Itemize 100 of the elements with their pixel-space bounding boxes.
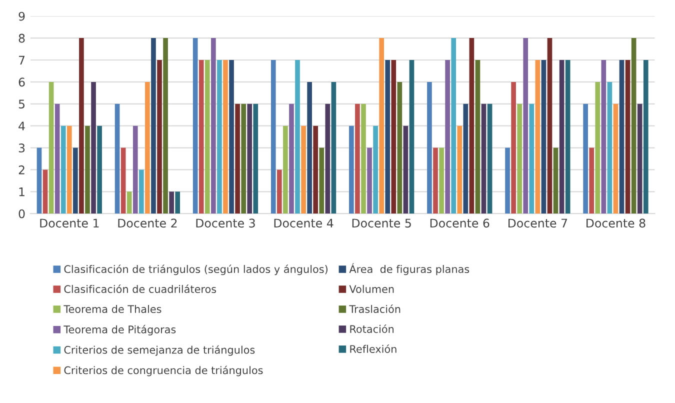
bar: [583, 104, 588, 214]
bar: [619, 60, 624, 214]
legend-label: Traslación: [349, 304, 400, 314]
bar: [451, 38, 456, 214]
y-tick-label: 1: [19, 188, 24, 196]
legend-label: Rotación: [350, 324, 394, 333]
bar: [198, 60, 204, 214]
legend-label: Teorema de Thales: [64, 304, 162, 314]
bar: [277, 170, 282, 214]
bar: [403, 126, 408, 214]
bar: [427, 82, 432, 214]
bar: [373, 126, 378, 214]
bar: [379, 38, 384, 214]
bar: [643, 60, 648, 214]
bar: [145, 82, 150, 214]
bar: [607, 82, 612, 214]
bar: [175, 192, 180, 214]
x-tick-label: Docente 2: [118, 218, 177, 228]
bar: [66, 126, 72, 214]
bar: [325, 104, 330, 214]
legend-label: Criterios de semejanza de triángulos: [64, 345, 255, 356]
bar: [511, 82, 516, 214]
bar: [319, 148, 324, 214]
y-tick-label: 9: [18, 12, 25, 21]
legend-label: Volumen: [349, 284, 394, 294]
bar: [349, 126, 354, 214]
bar: [409, 60, 414, 214]
legend-label: Teorema de Pitágoras: [64, 324, 176, 336]
y-tick-label: 7: [18, 56, 25, 64]
bar: [211, 38, 216, 214]
bar: [120, 148, 126, 214]
bar: [73, 148, 78, 214]
bar: [247, 104, 252, 214]
bar: [313, 126, 318, 214]
bar: [163, 38, 168, 214]
legend-label: Área de figuras planas: [349, 263, 470, 276]
bar: [235, 104, 240, 214]
bar: [157, 60, 162, 214]
bar: [192, 38, 198, 214]
bar: [439, 148, 444, 214]
x-tick-label: Docente 4: [274, 218, 334, 228]
bar: [169, 192, 174, 214]
x-tick-label: Docente 7: [508, 218, 568, 228]
bar: [517, 104, 522, 214]
y-tick-label: 2: [18, 165, 24, 174]
bar: [253, 104, 258, 214]
bar: [54, 104, 60, 214]
bar: [445, 60, 450, 214]
bar: [547, 38, 552, 214]
bar: [301, 126, 306, 214]
bar: [331, 82, 336, 214]
legend-label: Clasificación de cuadriláteros: [64, 284, 216, 294]
x-tick-label: Docente 6: [430, 218, 490, 228]
y-tick-label: 5: [18, 100, 24, 109]
bar: [132, 126, 138, 214]
bar: [295, 60, 300, 214]
bar: [355, 104, 360, 214]
y-tick-label: 0: [18, 209, 25, 218]
y-tick-label: 8: [18, 34, 25, 43]
bar: [553, 148, 558, 214]
bar: [114, 104, 120, 214]
bar: [217, 60, 222, 214]
bar: [42, 170, 48, 214]
bar: [36, 148, 42, 214]
bar: [397, 82, 402, 214]
x-tick-label: Docente 5: [352, 218, 411, 228]
bar: [559, 60, 564, 214]
bar: [469, 38, 474, 214]
bar: [565, 60, 570, 214]
legend-label: Clasificación de triángulos (según lados y ángulos): [64, 264, 328, 276]
bar: [367, 148, 372, 214]
bar: [529, 104, 534, 214]
bar: [457, 126, 462, 214]
bar: [433, 148, 438, 214]
bar: [229, 60, 234, 214]
bar: [535, 60, 540, 214]
bar: [79, 38, 84, 214]
bar: [481, 104, 486, 214]
bar: [523, 38, 528, 214]
y-tick-label: 4: [18, 122, 25, 130]
bar: [631, 38, 636, 214]
bar: [391, 60, 396, 214]
bar: [241, 104, 246, 214]
x-tick-label: Docente 8: [586, 218, 646, 228]
bar: [91, 82, 96, 214]
bar: [204, 60, 210, 214]
bar: [97, 126, 102, 214]
bar: [60, 126, 66, 214]
bar: [289, 104, 294, 214]
y-tick-label: 3: [18, 143, 25, 152]
legend-label: Reflexión: [350, 344, 396, 353]
bar: [361, 104, 366, 214]
bar: [151, 38, 156, 214]
legend-label: Criterios de congruencia de triángulos: [64, 366, 263, 376]
bar: [463, 104, 468, 214]
bar: [637, 104, 642, 214]
bar: [505, 148, 510, 214]
bar: [595, 82, 600, 214]
bar: [541, 60, 546, 214]
y-tick-label: 6: [18, 78, 25, 87]
